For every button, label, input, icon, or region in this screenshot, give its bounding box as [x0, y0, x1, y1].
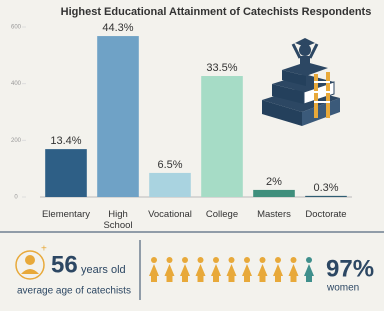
- bar: [149, 173, 191, 197]
- bar: [201, 76, 243, 197]
- bar-label: 2%: [266, 176, 282, 188]
- person-head: [306, 257, 312, 263]
- bar-label: 33.5%: [206, 62, 237, 74]
- bar-label: 44.3%: [102, 22, 133, 34]
- person-body: [304, 264, 314, 276]
- x-tick-label: Doctorate: [298, 209, 354, 220]
- person-head: [260, 257, 266, 263]
- women-percent: 97%: [326, 255, 374, 282]
- person-legs: [260, 276, 266, 282]
- bar-label: 13.4%: [50, 135, 81, 147]
- person-legs: [291, 276, 297, 282]
- person-head: [229, 257, 235, 263]
- age-icon: +: [16, 244, 47, 279]
- person-legs: [244, 276, 250, 282]
- person-head: [167, 257, 173, 263]
- person-head: [275, 257, 281, 263]
- y-tick-label: 600: [11, 25, 22, 31]
- chart-title: Highest Educational Attainment of Catech…: [61, 6, 372, 18]
- person-legs: [198, 276, 204, 282]
- women-caption: women: [326, 283, 359, 294]
- person-body: [149, 264, 159, 276]
- person-legs: [213, 276, 219, 282]
- person-body: [196, 264, 206, 276]
- y-tick-label: 0: [14, 195, 18, 201]
- bar: [253, 190, 295, 197]
- person-body: [211, 264, 221, 276]
- x-tick-label: High School: [103, 209, 133, 231]
- person-legs: [151, 276, 157, 282]
- person-body: [242, 264, 252, 276]
- bar-label: 0.3%: [313, 182, 338, 194]
- bar-label: 6.5%: [157, 159, 182, 171]
- person-legs: [167, 276, 173, 282]
- person-head: [182, 257, 188, 263]
- person-legs: [275, 276, 281, 282]
- svg-text:+: +: [41, 244, 47, 255]
- infographic: Highest Educational Attainment of Catech…: [0, 0, 384, 311]
- graduation-illustration: [262, 38, 340, 126]
- x-tick-label: College: [194, 209, 250, 220]
- age-value: 56: [51, 251, 78, 278]
- women-icons: [149, 257, 314, 282]
- person-legs: [306, 276, 312, 282]
- x-tick-label: Masters: [246, 209, 302, 220]
- person-head: [213, 257, 219, 263]
- person-head: [198, 257, 204, 263]
- person-head: [244, 257, 250, 263]
- person-body: [273, 264, 283, 276]
- y-tick-label: 200: [11, 138, 22, 144]
- x-tick-label: Elementary: [38, 209, 94, 220]
- person-body: [227, 264, 237, 276]
- age-unit: years old: [81, 264, 126, 276]
- person-head: [151, 257, 157, 263]
- y-tick-label: 400: [11, 81, 22, 87]
- bar: [45, 149, 87, 197]
- person-legs: [182, 276, 188, 282]
- chart: Highest Educational Attainment of Catech…: [0, 0, 384, 311]
- bar: [97, 36, 139, 197]
- person-legs: [229, 276, 235, 282]
- x-tick-label: Vocational: [142, 209, 198, 220]
- person-head: [291, 257, 297, 263]
- person-body: [289, 264, 299, 276]
- person-body: [258, 264, 268, 276]
- age-caption: average age of catechists: [17, 286, 131, 297]
- person-body: [180, 264, 190, 276]
- bar: [305, 196, 347, 197]
- person-body: [165, 264, 175, 276]
